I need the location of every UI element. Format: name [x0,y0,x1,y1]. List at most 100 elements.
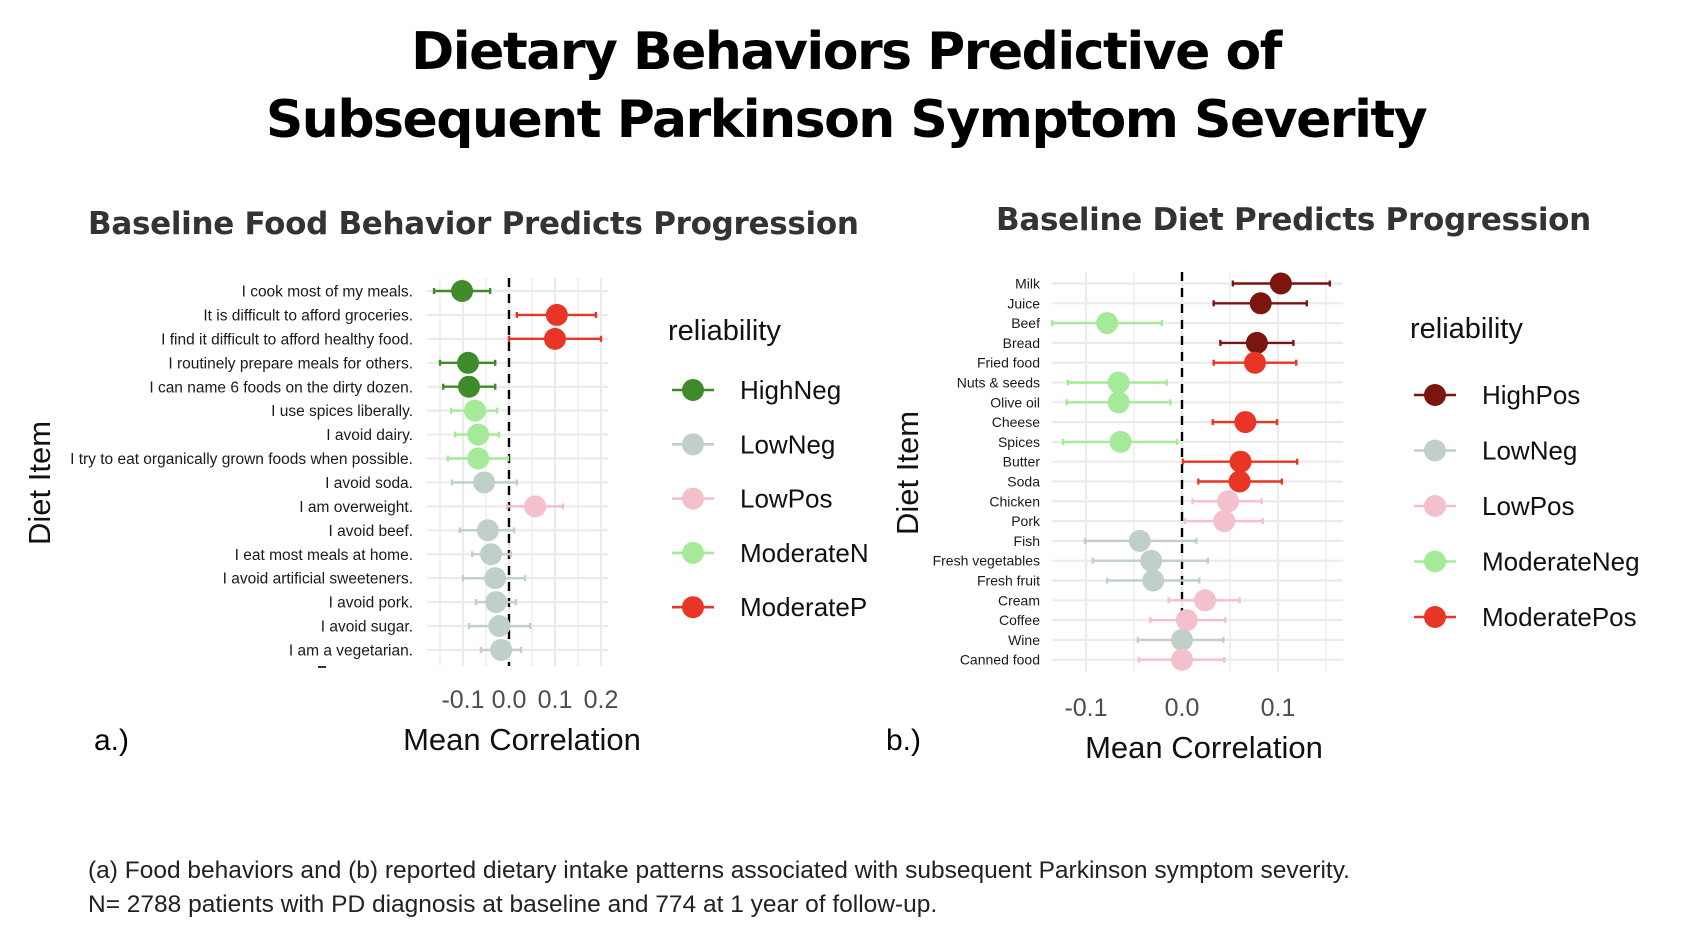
panel-b-title: Baseline Diet Predicts Progression [996,202,1591,238]
legend-label: LowPos [1482,491,1575,521]
data-point [467,423,490,446]
legend-label: LowNeg [1482,436,1577,466]
y-tick-label: Bread [1003,335,1040,351]
data-point [451,280,474,302]
data-point [1249,292,1272,315]
data-point [1128,529,1151,552]
data-point-group [1212,351,1298,374]
data-point [463,399,486,422]
x-tick-label: 0.0 [1165,694,1200,722]
data-point [1194,589,1217,612]
legend-point-swatch [1424,550,1446,573]
figure-title-line-1: Dietary Behaviors Predictive of [411,22,1282,82]
data-point [1107,391,1130,414]
legend-point-swatch [1424,495,1446,517]
data-point-group [1181,450,1299,473]
data-point-group [432,280,492,302]
legend-label: LowNeg [740,429,835,459]
data-point-group [1197,470,1284,493]
data-point [1109,430,1132,453]
y-tick-label: I routinely prepare meals for others. [168,355,413,372]
y-tick-label: Wine [1008,632,1040,648]
data-point-group [1136,628,1225,651]
data-point [1142,569,1165,592]
data-point [1217,490,1240,513]
data-point-group [1149,609,1227,632]
chart-a-x-tick-labels: -0.1 0.0 0.1 0.2 [441,686,618,714]
data-point-group [1231,272,1332,295]
chart-b-marks [1051,272,1332,671]
y-tick-label: Cheese [992,414,1040,430]
data-point-group [458,519,516,542]
y-tick-label: Milk [1015,276,1041,292]
y-tick-label: Pork [1011,513,1041,529]
y-tick-label: Coffee [999,612,1040,628]
legend-title: reliability [668,315,781,347]
x-tick-label: 0.1 [538,686,573,714]
data-point [1171,628,1193,651]
legend-label: ModerateNeg [1482,547,1640,577]
y-tick-label: Fresh vegetables [933,553,1040,569]
data-point [524,495,547,518]
y-tick-label: Butter [1003,454,1041,470]
legend-item: ModerateP [672,592,867,622]
data-point [1213,510,1236,533]
data-point-group [479,638,523,661]
data-point [488,615,511,638]
y-tick-label: It is difficult to afford groceries. [203,308,413,325]
data-point [1096,312,1119,335]
data-point [544,327,566,350]
chart-a-marks [432,280,603,661]
data-point-group [442,375,497,398]
chart-b-y-tick-labels: Milk Juice Beef Bread Fried food Nuts & seeds… [933,276,1041,668]
data-point [1107,371,1130,394]
data-point-group [1061,430,1179,453]
data-point [1269,272,1292,295]
chart-a-gridlines [427,278,608,666]
legend-point-swatch [682,541,704,564]
data-point-group [1212,292,1309,315]
data-point-group [1191,490,1263,513]
y-tick-label: I am a vegetarian. [289,643,413,660]
legend-label: HighNeg [740,375,841,405]
chart-a-cut-off-label-fragment [318,666,326,668]
y-tick-label: I avoid soda. [325,475,413,492]
y-tick-label: Cream [998,592,1040,608]
legend-item: ModeratePos [1414,602,1637,632]
data-point [1175,609,1198,632]
legend-point-swatch [682,379,704,401]
panel-a-title: Baseline Food Behavior Predicts Progress… [88,206,859,242]
y-tick-label: Canned food [960,652,1040,668]
caption-line-2: N= 2788 patients with PD diagnosis at ba… [88,891,938,918]
legend-item: ModerateNeg [1414,547,1640,577]
legend-item: LowNeg [1414,436,1577,466]
data-point [1245,331,1268,354]
chart-b-gridlines [1052,272,1343,672]
data-point [457,375,480,398]
x-tick-label: -0.1 [1064,694,1107,722]
data-point [457,351,480,374]
chart-b-x-tick-labels: -0.1 0.0 0.1 [1064,694,1295,722]
y-tick-label: I avoid artificial sweeteners. [223,571,413,588]
y-tick-label: Juice [1007,295,1040,311]
legend-label: ModerateP [740,592,867,622]
data-point-group [453,423,501,446]
data-point [1140,549,1163,572]
data-point [467,447,490,470]
y-tick-label: Spices [998,434,1040,450]
data-point [473,471,496,494]
data-point-group [1066,371,1168,394]
data-point-group [450,471,519,494]
legend-item: HighNeg [672,375,841,405]
y-tick-label: Fish [1014,533,1040,549]
data-point-group [471,543,513,566]
data-point-group [467,615,532,638]
data-point [484,567,507,590]
x-tick-label: 0.0 [492,686,527,714]
y-tick-label: I avoid sugar. [321,619,413,636]
legend-item: ModerateN [672,538,869,568]
data-point-group [474,591,518,614]
data-point-group [515,303,598,326]
legend-point-swatch [1424,439,1446,462]
diet-forest-plot: Milk Juice Beef Bread Fried food Nuts & seeds… [890,272,1640,765]
